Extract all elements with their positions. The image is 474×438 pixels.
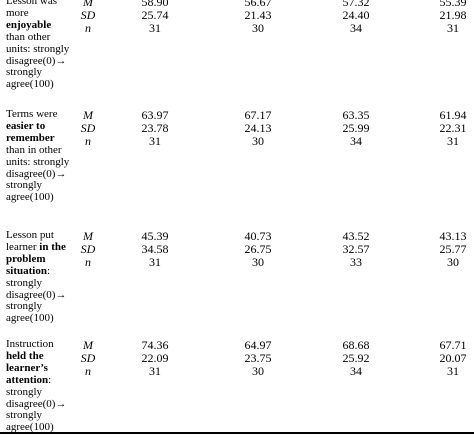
stat-name: M [83, 229, 93, 243]
value-cell: 33 [350, 255, 362, 269]
value-cell: 25.92 [342, 351, 370, 365]
value-cell: 30 [252, 364, 264, 378]
stat-name: n [85, 134, 91, 148]
value-cell: 31 [447, 21, 459, 35]
value-cell: 34 [350, 134, 362, 148]
label-text: : strongly disagree(0)→ strongly agree(1… [6, 264, 67, 325]
value-cell: 25.74 [141, 8, 169, 22]
value-cell: 30 [252, 134, 264, 148]
bottom-rule [0, 432, 474, 434]
row-label: Lesson was more enjoyable than other uni… [6, 0, 70, 91]
label-text: easier to remember [6, 119, 55, 144]
value-cell: 31 [447, 364, 459, 378]
value-cell: 22.31 [439, 121, 467, 135]
value-cell: 40.73 [244, 229, 272, 243]
label-text: than other units: strongly disagree(0)→ … [6, 30, 70, 91]
row-label: Instruction held the learner’s attention… [6, 338, 70, 434]
value-cell: 22.09 [141, 351, 169, 365]
label-text: Terms were [6, 108, 58, 120]
stat-name: M [83, 0, 93, 9]
value-cell: 21.98 [439, 8, 467, 22]
label-text: Lesson put learner [6, 229, 54, 253]
stat-name: SD [80, 121, 96, 135]
stat-name: SD [80, 8, 96, 22]
value-cell: 45.39 [141, 229, 169, 243]
value-cell: 34.58 [141, 242, 169, 256]
value-cell: 31 [149, 134, 161, 148]
value-cell: 34 [350, 21, 362, 35]
value-cell: 67.71 [439, 338, 467, 352]
stat-name: M [83, 108, 93, 122]
value-cell: 57.32 [342, 0, 370, 9]
value-cell: 67.17 [244, 108, 272, 122]
value-cell: 63.97 [141, 108, 169, 122]
value-cell: 31 [149, 364, 161, 378]
label-text: in the problem situation [6, 240, 66, 277]
value-cell: 25.77 [439, 242, 467, 256]
value-cell: 23.75 [244, 351, 272, 365]
value-cell: 61.94 [439, 108, 467, 122]
value-cell: 43.13 [439, 229, 467, 243]
stat-name: SD [80, 351, 96, 365]
label-text: : strongly disagree(0)→ strongly agree(1… [6, 373, 67, 434]
stat-name: M [83, 338, 93, 352]
value-cell: 25.99 [342, 121, 370, 135]
stat-name: n [85, 364, 91, 378]
value-cell: 30 [252, 21, 264, 35]
value-cell: 55.39 [439, 0, 467, 9]
stat-name: SD [80, 242, 96, 256]
value-cell: 24.40 [342, 8, 370, 22]
value-cell: 63.35 [342, 108, 370, 122]
row-label: Lesson put learner in the problem situat… [6, 229, 70, 325]
value-cell: 21.43 [244, 8, 272, 22]
value-cell: 34 [350, 364, 362, 378]
label-text: Instruction [6, 338, 54, 350]
value-cell: 56.67 [244, 0, 272, 9]
row-label: Terms were easier to remember than in ot… [6, 108, 70, 204]
value-cell: 68.68 [342, 338, 370, 352]
value-cell: 30 [447, 255, 459, 269]
value-cell: 43.52 [342, 229, 370, 243]
label-text: enjoyable [6, 18, 52, 31]
value-cell: 31 [149, 21, 161, 35]
value-cell: 24.13 [244, 121, 272, 135]
label-text: held the learner’s attention [6, 349, 49, 386]
label-text: Lesson was more [6, 0, 58, 19]
value-cell: 31 [447, 134, 459, 148]
stat-name: n [85, 21, 91, 35]
value-cell: 58.90 [141, 0, 169, 9]
value-cell: 31 [149, 255, 161, 269]
value-cell: 23.78 [141, 121, 169, 135]
value-cell: 26.75 [244, 242, 272, 256]
value-cell: 32.57 [342, 242, 370, 256]
value-cell: 64.97 [244, 338, 272, 352]
stat-name: n [85, 255, 91, 269]
value-cell: 74.36 [141, 338, 169, 352]
label-text: than in other units: strongly disagree(0… [6, 143, 70, 204]
value-cell: 20.07 [439, 351, 467, 365]
value-cell: 30 [252, 255, 264, 269]
